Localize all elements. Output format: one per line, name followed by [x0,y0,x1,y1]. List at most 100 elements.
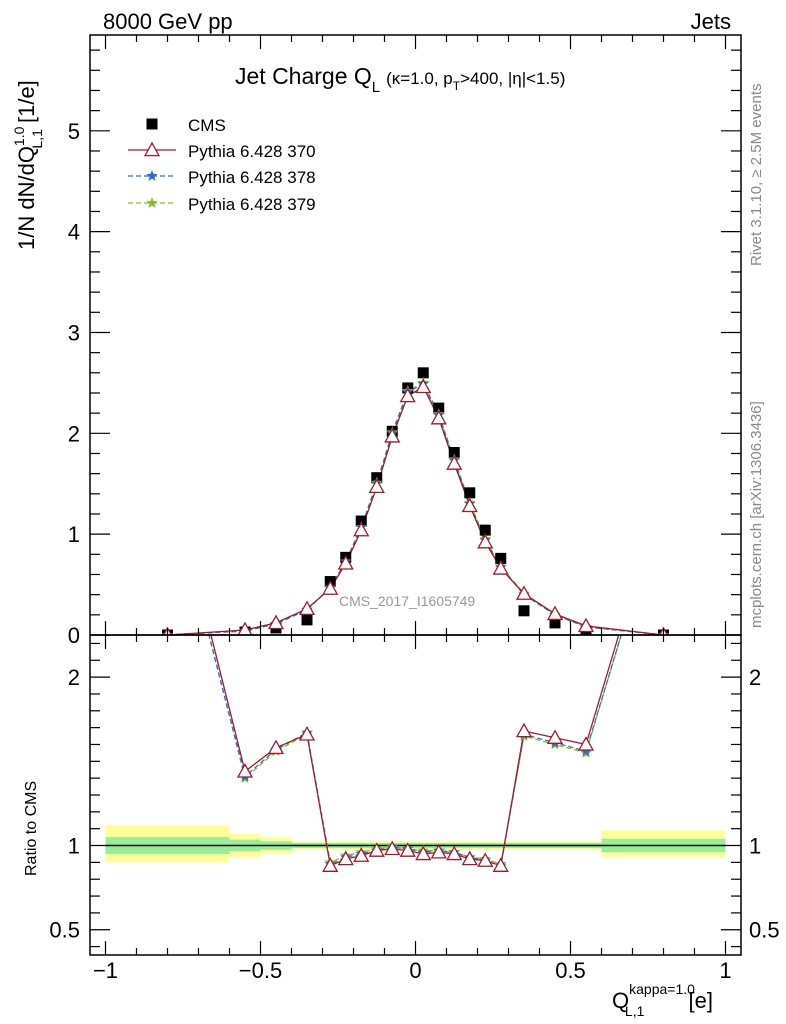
ylabel-main-sup: 1.0 [11,126,27,146]
ratio-point-1 [368,842,385,857]
mc-point-1 [298,600,316,616]
title-cuts-sub: T [453,79,461,93]
ratio-point-1 [577,736,595,751]
mc-point-1 [237,621,253,635]
ratio-point-1 [515,722,533,738]
cms-point [479,524,491,536]
ylabel-main-a: 1/N dN/dQ [14,146,39,250]
x-tick-label: 1 [719,958,731,983]
legend-label: Pythia 6.428 370 [188,142,316,161]
y-tick-label-main: 4 [68,220,80,245]
y-tick-label-main: 3 [68,320,80,345]
rivet-label: Rivet 3.1.10, ≥ 2.5M events [748,84,765,267]
cms-point [464,487,476,499]
cms-point [495,552,507,564]
legend: CMS Pythia 6.428 370 Pythia 6.428 378 Pythi… [128,116,316,214]
x-tick-label: −0.5 [239,958,282,983]
ratio-point-1 [298,726,316,741]
ratio-point-1 [461,850,478,866]
y-axis-label-ratio: Ratio to CMS [23,781,40,876]
mc-point-1 [477,533,494,549]
legend-marker [146,197,158,208]
y-tick-label-ratio: 1 [68,834,80,859]
mc-point-1 [384,428,401,443]
ratio-point-1 [267,739,285,755]
ylabel-main-sub: L,1 [29,129,45,149]
mc-point-1 [461,497,478,513]
xlabel-sup: kappa=1.0 [629,981,695,997]
ratio-line-1 [210,635,620,867]
y-tick-label-main: 5 [68,119,80,144]
ratio-point-1 [236,763,254,778]
cms-point [433,402,445,414]
y-tick-label-main: 2 [68,421,80,446]
mc-point-1 [322,580,339,595]
x-tick-label: −1 [93,958,118,983]
watermark: CMS_2017_I1605749 [339,593,475,609]
mc-point-1 [337,555,354,570]
ratio-point-1 [477,852,494,867]
legend-marker [143,141,161,157]
mc-point-1 [515,585,533,600]
mc-point-1 [546,605,564,621]
title-main-sub: L [372,79,380,96]
y-tick-label-ratio-right: 0.5 [749,918,780,943]
cms-point [417,367,429,379]
header-jets: Jets [691,9,731,34]
mcplots-label: mcplots.cern.ch [arXiv:1306.3436] [748,401,765,628]
mc-point-1 [577,617,595,633]
mc-point-1 [492,560,509,575]
x-axis-label: Qkappa=1.0 L,1 [e] [612,981,713,1019]
y-tick-label-main: 0 [68,623,80,648]
ratio-point-1 [546,729,564,744]
ratio-line-2 [208,635,622,867]
y-tick-label-ratio-right: 2 [749,665,761,690]
cms-point [301,614,313,626]
legend-marker [146,118,158,130]
ratio-point-1 [337,850,354,866]
axis-ticks [90,35,741,955]
ylabel-main-b: [1/e] [14,80,39,129]
legend-label: Pythia 6.428 379 [188,195,316,214]
ratio-panel-frame [89,634,742,956]
mc-point-1 [430,409,447,425]
ratio-point-1 [415,845,432,861]
title-main: Jet Charge Q [235,63,372,89]
y-tick-label-main: 1 [68,522,80,547]
ratio-point-1 [430,843,447,859]
ratio-panel-marks [208,635,622,872]
mc-point-1 [446,455,463,470]
y-tick-label-ratio: 0.5 [49,918,80,943]
ratio-point-1 [384,840,401,856]
xlabel-b: [e] [682,988,713,1013]
cms-point [448,446,460,458]
x-tick-label: 0 [409,958,421,983]
axis-tick-labels: −1 −0.5 0 0.5 1 0 1 2 3 4 5 0.5 0.5 1 1 2 2 [49,119,779,983]
ratio-point-1 [353,847,370,862]
y-tick-label-ratio-right: 1 [749,834,761,859]
cms-point [518,605,530,617]
plot-title: Jet Charge QL (κ=1.0, pT>400, |η|<1.5) [235,63,565,96]
mc-point-1 [267,614,285,630]
mc-point-1 [368,478,385,494]
xlabel-a: Q [612,988,629,1013]
legend-marker [146,170,158,181]
cms-point [355,515,367,527]
y-tick-label-ratio: 2 [68,665,80,690]
y-axis-label-main: 1/N dN/dQ1.0 L,1 [1/e] [11,80,45,250]
legend-label: CMS [188,116,226,135]
series-line-1 [167,385,664,635]
ratio-point-1 [446,845,463,861]
mc-point-1 [399,387,416,403]
legend-label: Pythia 6.428 378 [188,168,316,187]
mc-point-1 [415,378,432,394]
x-tick-label: 0.5 [555,958,586,983]
ratio-line-3 [208,635,622,865]
ratio-point-1 [399,842,416,857]
xlabel-sub: L,1 [625,1003,645,1019]
title-cuts-2: >400, |η|<1.5) [460,69,565,88]
ratio-point-1 [322,857,339,872]
title-cuts-1: (κ=1.0, p [386,69,453,88]
mc-point-1 [353,521,370,537]
